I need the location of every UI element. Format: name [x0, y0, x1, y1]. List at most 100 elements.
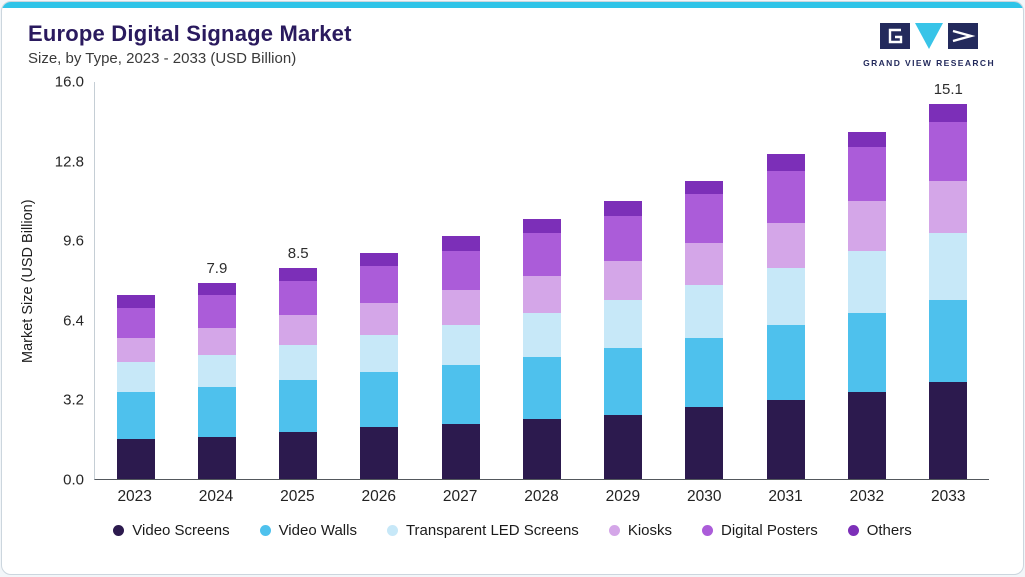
bar-segment [848, 312, 887, 393]
bar-segment [848, 250, 887, 313]
legend-dot [847, 525, 859, 536]
bar-segment [279, 268, 318, 281]
bar-stack [441, 82, 480, 479]
bar-total-label: 15.1 [933, 81, 963, 99]
header: Europe Digital Signage Market Size, by T… [2, 8, 1023, 72]
bar-group [501, 82, 582, 479]
bar-segment [848, 146, 887, 202]
bar-group [420, 82, 501, 479]
logo-text: GRAND VIEW RESEARCH [863, 58, 995, 68]
x-axis-label: 2025 [280, 488, 315, 505]
bar-stack [197, 82, 236, 479]
bar-segment [929, 121, 968, 182]
y-tick-label: 0.0 [63, 471, 84, 489]
bar-segment [685, 181, 724, 194]
bar-stack [766, 82, 805, 479]
y-tick-label: 12.8 [54, 153, 84, 171]
bar-stack [279, 82, 318, 479]
bar-segment [360, 265, 399, 303]
plot-area: 7.9 8.5 15.1 [94, 81, 989, 480]
bar-segment [685, 337, 724, 408]
y-axis-ticks: 0.0 3.2 6.4 9.6 12.8 16.0 [40, 74, 94, 489]
bar-segment [848, 201, 887, 251]
legend-item: Kiosks [608, 522, 672, 539]
bar-segment [929, 181, 968, 234]
bar-segment [604, 260, 643, 301]
x-axis-label: 2029 [605, 488, 641, 505]
y-axis-title: Market Size (USD Billion) [20, 199, 36, 363]
bar-segment [116, 337, 155, 363]
bar-segment [116, 439, 155, 479]
bar-total-label: 8.5 [287, 245, 309, 263]
bar-stack [116, 82, 155, 479]
bar-segment [522, 419, 561, 479]
x-axis-label: 2031 [768, 488, 803, 505]
bar-segment [522, 233, 561, 276]
legend-label: Kiosks [627, 522, 672, 539]
bar-segment [197, 327, 236, 355]
bar-segment [197, 283, 236, 296]
legend-dot [608, 525, 620, 536]
bar-segment [197, 295, 236, 328]
bar-stack [360, 82, 399, 479]
bar-segment [360, 372, 399, 427]
bar-segment [441, 250, 480, 291]
x-axis-label: 2024 [198, 488, 234, 505]
bar-segment [848, 392, 887, 479]
bar-segment [279, 280, 318, 316]
logo-icon [880, 23, 979, 54]
legend-label: Transparent LED Screens [405, 522, 579, 539]
bar-segment [197, 354, 236, 388]
legend-item: Video Walls [259, 522, 357, 539]
bar-segment [929, 233, 968, 301]
bar-segment [522, 312, 561, 358]
bar-segment [360, 302, 399, 336]
x-axis-labels: 2023 2024 2025 2026 2027 2028 2029 2030 2031 2032… [94, 488, 989, 506]
plot-column: 7.9 8.5 15.1 2023 2024 2025 2026 2027 2028 2029 2… [94, 81, 989, 506]
legend-dot [113, 525, 125, 536]
y-tick-label: 6.4 [63, 312, 84, 330]
bar-segment [929, 104, 968, 122]
bar-segment [279, 315, 318, 346]
bar-segment [360, 426, 399, 479]
bar-segment [116, 295, 155, 308]
x-axis-label: 2033 [931, 488, 966, 505]
bar-segment [197, 387, 236, 437]
bar-group: 7.9 [176, 82, 257, 479]
bar-segment [279, 345, 318, 380]
bar-segment [685, 285, 724, 338]
y-tick-label: 16.0 [54, 73, 84, 91]
bar-segment [685, 193, 724, 244]
chart: Market Size (USD Billion) 0.0 3.2 6.4 9.6 12… [2, 72, 1023, 574]
bar-segment [604, 414, 643, 479]
bar-segment [766, 399, 805, 479]
bar-group [583, 82, 664, 479]
x-axis-label: 2026 [361, 488, 396, 505]
bar-segment [441, 235, 480, 251]
page-title: Europe Digital Signage Market [28, 21, 352, 46]
bar-segment [522, 357, 561, 420]
chart-subtitle: Size, by Type, 2023 - 2033 (USD Billion) [28, 50, 297, 67]
bar-group: 8.5 [258, 82, 339, 479]
bar-segment [116, 392, 155, 440]
bar-total-label: 7.9 [206, 259, 228, 277]
bar-segment [360, 335, 399, 373]
bar-segment [929, 300, 968, 383]
legend-dot [259, 525, 271, 536]
legend-label: Video Screens [132, 522, 230, 539]
y-tick-label: 3.2 [63, 391, 84, 409]
bar-segment [604, 201, 643, 217]
bar-segment [766, 171, 805, 224]
bar-segment [279, 379, 318, 432]
bar-segment [522, 275, 561, 313]
bar-segment [441, 364, 480, 425]
chart-row: Market Size (USD Billion) 0.0 3.2 6.4 9.6 12… [2, 72, 1023, 506]
bar-group [339, 82, 420, 479]
legend-item: Video Screens [113, 522, 230, 539]
bar-segment [766, 268, 805, 326]
legend-label: Others [866, 522, 912, 539]
bar-group [745, 82, 826, 479]
x-axis-label: 2032 [849, 488, 885, 505]
legend-dot [702, 525, 713, 536]
